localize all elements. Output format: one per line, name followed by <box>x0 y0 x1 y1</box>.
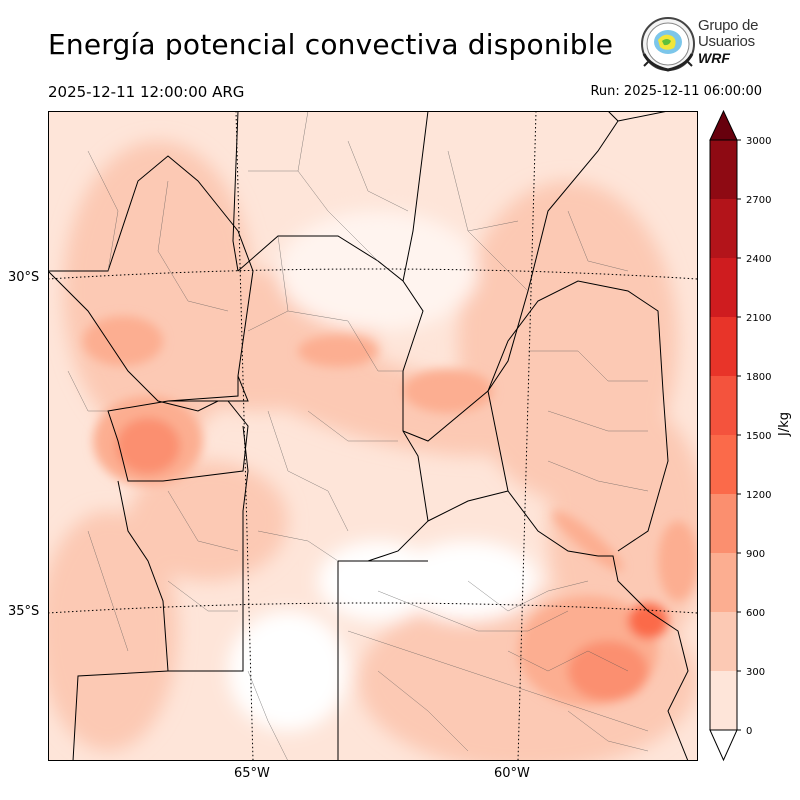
run-time: Run: 2025-12-11 06:00:00 <box>590 84 762 99</box>
colorbar-bin <box>710 317 737 376</box>
wrf-users-group-logo: Grupo de Usuarios WRF <box>638 14 768 76</box>
cape-map-canvas <box>48 111 698 761</box>
cape-low-areas <box>48 141 698 761</box>
colorbar-tick-label: 1200 <box>746 490 771 501</box>
valid-time: 2025-12-11 12:00:00 ARG <box>48 83 245 101</box>
graticule <box>48 111 698 761</box>
colorbar-bin <box>710 494 737 553</box>
colorbar-bin <box>710 258 737 317</box>
colorbar-tick-label: 2400 <box>746 254 771 265</box>
colorbar-tick-label: 0 <box>746 726 752 737</box>
colorbar-tick-label: 2700 <box>746 195 771 206</box>
department-borders <box>67 111 649 761</box>
colorbar-bin <box>710 553 737 612</box>
map-title: Energía potencial convectiva disponible <box>48 28 614 61</box>
logo-line-3: WRF <box>698 50 730 66</box>
colorbar-tick-label: 2100 <box>746 313 771 324</box>
map-frame <box>48 111 698 761</box>
lon-label-60w: 60°W <box>494 766 530 781</box>
colorbar-tick-label: 1800 <box>746 372 771 383</box>
colorbar-bin <box>710 435 737 494</box>
colorbar-extend-min <box>709 729 738 762</box>
cape-field <box>48 111 698 761</box>
colorbar-tick-label: 600 <box>746 608 765 619</box>
colorbar-unit-label: J/kg <box>777 412 792 436</box>
lat-label-30s: 30°S <box>8 270 40 285</box>
colorbar-tick-label: 1500 <box>746 431 771 442</box>
colorbar-scale: 0 300 600 900 1200 1500 1800 2100 2400 2700 3000 <box>709 109 771 762</box>
colorbar-bin <box>710 140 737 199</box>
logo-emblem-icon <box>641 17 695 72</box>
colorbar-bin <box>710 199 737 258</box>
logo-line-1: Grupo de <box>698 17 759 34</box>
colorbar-extend-max <box>709 109 738 141</box>
colorbar-bin <box>710 671 737 730</box>
lat-label-35s: 35°S <box>8 604 40 619</box>
cape-map <box>48 111 698 761</box>
colorbar-bin <box>710 376 737 435</box>
logo-line-2: Usuarios <box>698 33 755 50</box>
colorbar: 0 300 600 900 1200 1500 1800 2100 2400 2700 3000 <box>700 108 800 768</box>
colorbar-tick-label: 300 <box>746 667 765 678</box>
colorbar-tick-label: 3000 <box>746 136 771 147</box>
colorbar-bin <box>710 612 737 671</box>
lon-label-65w: 65°W <box>234 766 270 781</box>
colorbar-tick-label: 900 <box>746 549 765 560</box>
